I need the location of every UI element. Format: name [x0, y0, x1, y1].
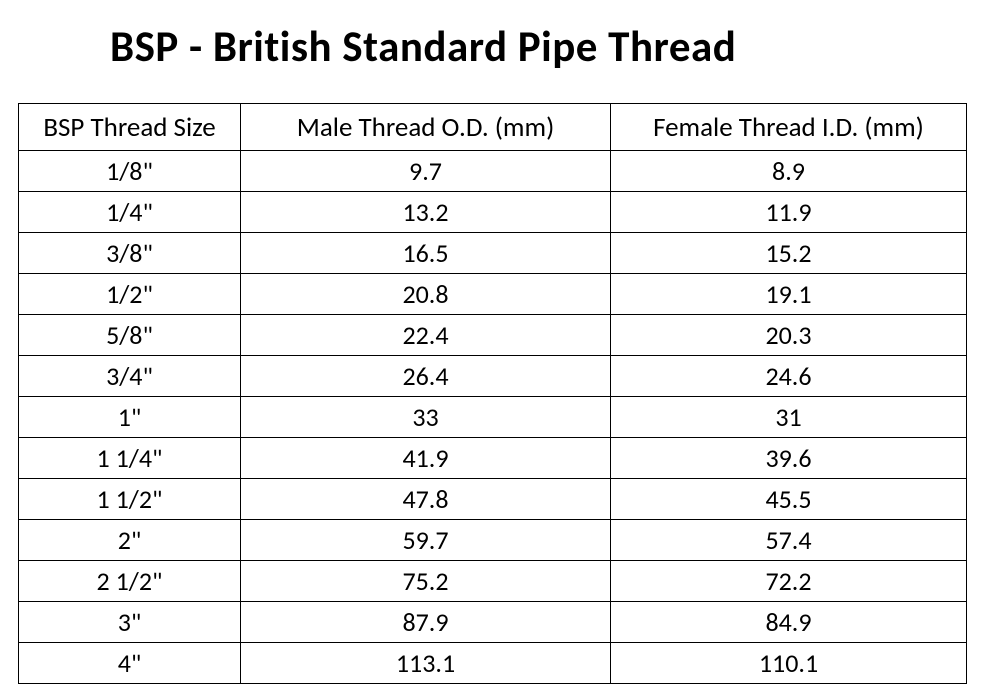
cell-size: 3/8": [19, 233, 241, 274]
cell-size: 5/8": [19, 315, 241, 356]
table-row: 4" 113.1 110.1: [19, 643, 967, 684]
cell-size: 4": [19, 643, 241, 684]
cell-male-od: 9.7: [241, 151, 611, 192]
cell-male-od: 41.9: [241, 438, 611, 479]
table-row: 1 1/2" 47.8 45.5: [19, 479, 967, 520]
table-row: 5/8" 22.4 20.3: [19, 315, 967, 356]
cell-size: 1": [19, 397, 241, 438]
cell-male-od: 75.2: [241, 561, 611, 602]
page: BSP - British Standard Pipe Thread BSP T…: [0, 0, 984, 700]
cell-female-id: 20.3: [611, 315, 967, 356]
cell-size: 2 1/2": [19, 561, 241, 602]
cell-male-od: 33: [241, 397, 611, 438]
cell-female-id: 19.1: [611, 274, 967, 315]
cell-size: 3": [19, 602, 241, 643]
bsp-thread-table: BSP Thread Size Male Thread O.D. (mm) Fe…: [18, 103, 967, 684]
cell-female-id: 84.9: [611, 602, 967, 643]
cell-female-id: 57.4: [611, 520, 967, 561]
cell-male-od: 47.8: [241, 479, 611, 520]
cell-female-id: 31: [611, 397, 967, 438]
cell-male-od: 20.8: [241, 274, 611, 315]
cell-female-id: 11.9: [611, 192, 967, 233]
table-row: 1" 33 31: [19, 397, 967, 438]
table-row: 3/4" 26.4 24.6: [19, 356, 967, 397]
cell-female-id: 110.1: [611, 643, 967, 684]
col-header-male-od: Male Thread O.D. (mm): [241, 104, 611, 151]
cell-female-id: 8.9: [611, 151, 967, 192]
table-row: 2 1/2" 75.2 72.2: [19, 561, 967, 602]
cell-size: 1/8": [19, 151, 241, 192]
cell-male-od: 16.5: [241, 233, 611, 274]
cell-female-id: 39.6: [611, 438, 967, 479]
col-header-size: BSP Thread Size: [19, 104, 241, 151]
page-title: BSP - British Standard Pipe Thread: [110, 20, 966, 73]
table-row: 3/8" 16.5 15.2: [19, 233, 967, 274]
table-row: 3" 87.9 84.9: [19, 602, 967, 643]
cell-size: 1 1/4": [19, 438, 241, 479]
table-row: 1/8" 9.7 8.9: [19, 151, 967, 192]
cell-size: 1/2": [19, 274, 241, 315]
table-row: 1 1/4" 41.9 39.6: [19, 438, 967, 479]
cell-size: 3/4": [19, 356, 241, 397]
cell-female-id: 72.2: [611, 561, 967, 602]
table-row: 1/2" 20.8 19.1: [19, 274, 967, 315]
cell-male-od: 87.9: [241, 602, 611, 643]
cell-size: 2": [19, 520, 241, 561]
cell-male-od: 13.2: [241, 192, 611, 233]
cell-size: 1/4": [19, 192, 241, 233]
cell-male-od: 26.4: [241, 356, 611, 397]
cell-female-id: 24.6: [611, 356, 967, 397]
table-row: 1/4" 13.2 11.9: [19, 192, 967, 233]
cell-size: 1 1/2": [19, 479, 241, 520]
cell-female-id: 45.5: [611, 479, 967, 520]
cell-male-od: 22.4: [241, 315, 611, 356]
col-header-female-id: Female Thread I.D. (mm): [611, 104, 967, 151]
table-row: 2" 59.7 57.4: [19, 520, 967, 561]
cell-male-od: 113.1: [241, 643, 611, 684]
cell-female-id: 15.2: [611, 233, 967, 274]
table-header-row: BSP Thread Size Male Thread O.D. (mm) Fe…: [19, 104, 967, 151]
cell-male-od: 59.7: [241, 520, 611, 561]
